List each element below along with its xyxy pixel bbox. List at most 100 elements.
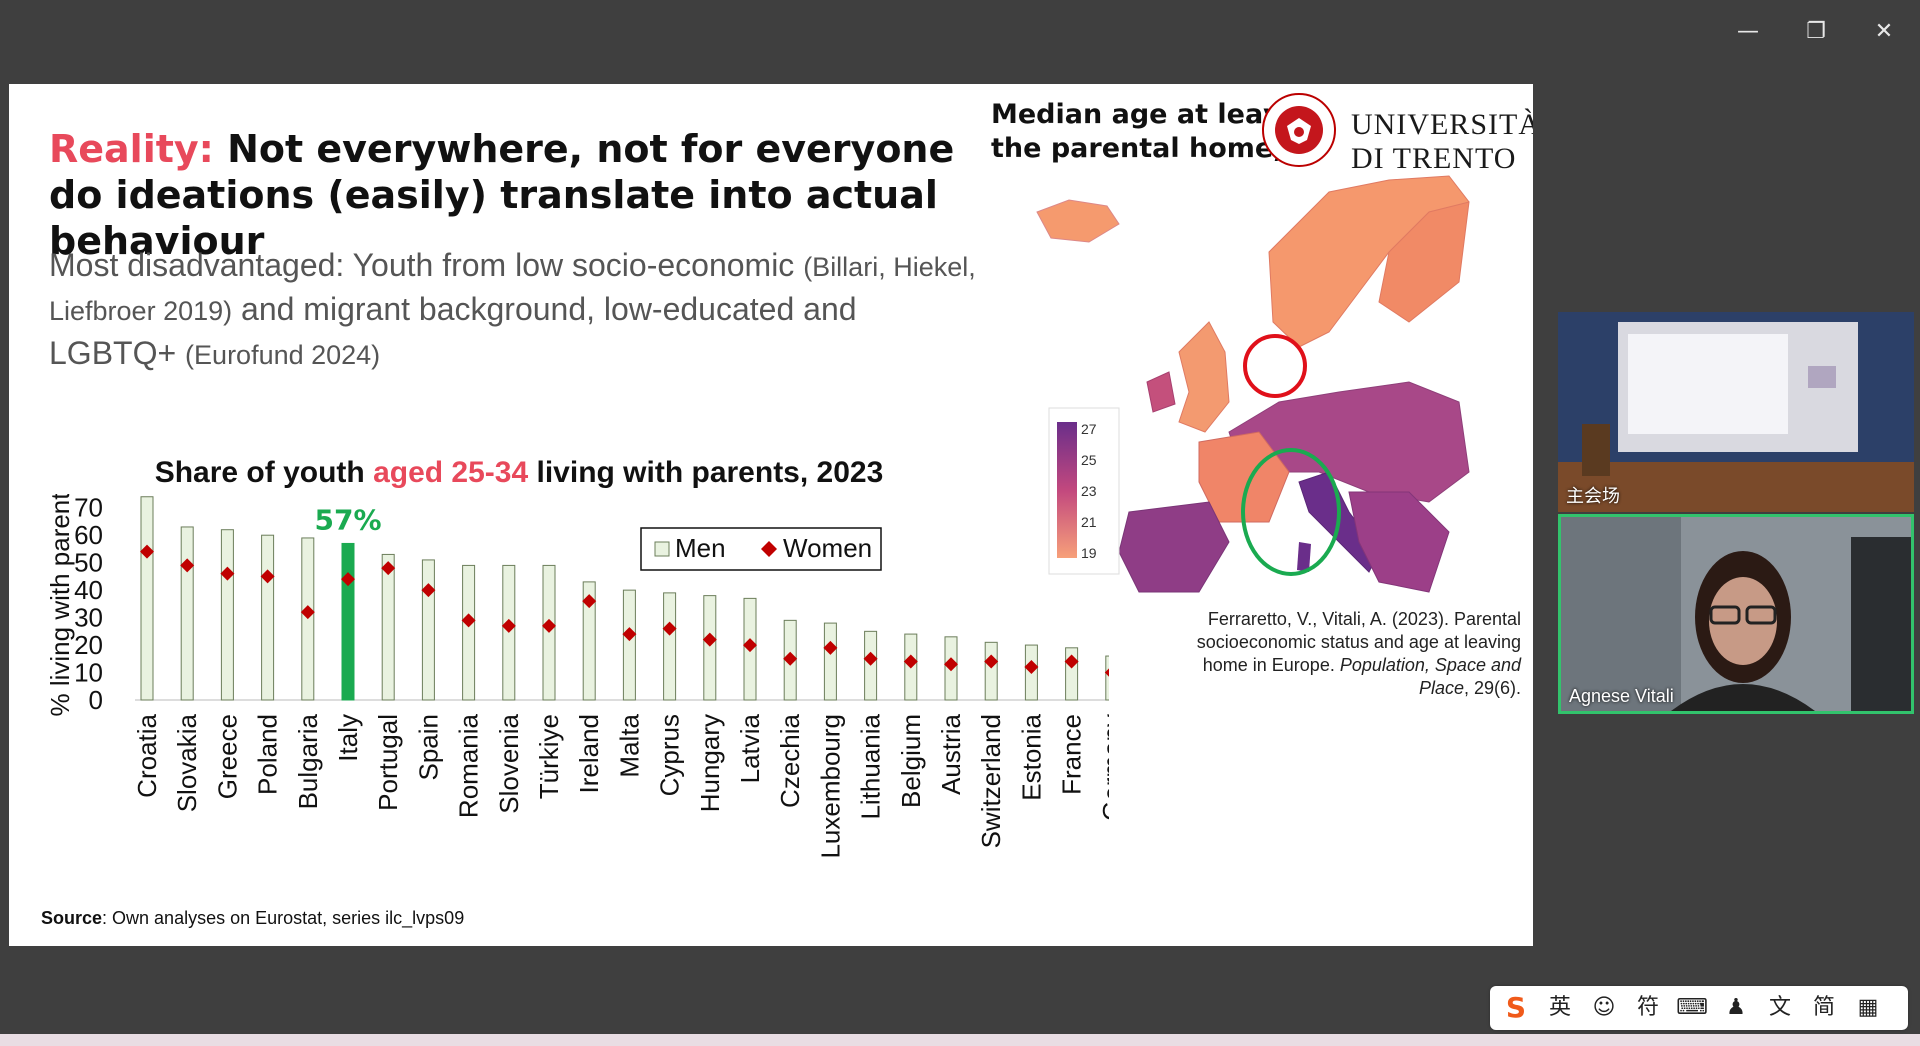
- chart-title-part: Share of youth: [154, 456, 374, 489]
- annotation-label: 57%: [314, 503, 381, 536]
- marker-women-luxembourg: [823, 640, 838, 655]
- map-legend-tick: 23: [1081, 483, 1097, 499]
- taskbar-strip: [0, 1034, 1920, 1046]
- map-title: Median age at leav the parental home,: [991, 98, 1284, 166]
- bar-men-greece: [220, 529, 234, 701]
- venue-video-feed: [1558, 312, 1914, 512]
- legend-swatch-men: [654, 541, 670, 557]
- marker-women-belgium: [903, 654, 918, 669]
- chart-title-highlight: aged 25-34: [373, 456, 529, 489]
- video-panel-main-venue[interactable]: 主会场: [1558, 312, 1914, 512]
- logo-line: UNIVERSITÀ: [1351, 108, 1533, 141]
- bar-men-germany: [1105, 655, 1109, 701]
- marker-women-czechia: [783, 651, 798, 666]
- y-tick-label: 30: [74, 603, 103, 633]
- x-tick-label: Portugal: [373, 714, 403, 811]
- marker-women-slovakia: [180, 558, 195, 573]
- y-tick-label: 60: [74, 520, 103, 550]
- marker-women-estonia: [1024, 660, 1039, 675]
- close-button[interactable]: ✕: [1874, 19, 1894, 44]
- marker-women-spain: [421, 583, 436, 598]
- video-label: Agnese Vitali: [1569, 686, 1674, 706]
- bar-men-hungary: [703, 595, 717, 701]
- marker-women-france: [1064, 654, 1079, 669]
- subtitle-citation: (Eurofund 2024): [185, 340, 381, 370]
- simplified-chinese-icon[interactable]: 简: [1812, 995, 1835, 1020]
- chart-title: Share of youth aged 25-34 living with pa…: [29, 456, 1009, 490]
- map-title-line: the parental home,: [991, 133, 1284, 164]
- translate-icon[interactable]: 文: [1768, 995, 1791, 1020]
- x-tick-label: Ireland: [574, 714, 604, 794]
- restore-button[interactable]: ❐: [1806, 19, 1826, 44]
- marker-women-romania: [461, 613, 476, 628]
- bar-men-romania: [462, 564, 476, 701]
- x-tick-label: Czechia: [775, 713, 805, 807]
- bar-men-cyprus: [663, 592, 677, 701]
- source-text: : Own analyses on Eurostat, series ilc_l…: [102, 908, 465, 928]
- x-tick-label: Lithuania: [856, 713, 886, 819]
- marker-women-poland: [260, 569, 275, 584]
- citation-journal: Population, Space and Place: [1339, 655, 1521, 698]
- bar-men-malta: [622, 589, 636, 701]
- marker-women-latvia: [743, 638, 757, 653]
- x-tick-label: Romania: [454, 713, 484, 818]
- y-tick-label: 20: [74, 630, 103, 660]
- bar-men-spain: [421, 559, 435, 701]
- skin-icon[interactable]: ♟: [1726, 995, 1746, 1020]
- logo-line: DI TRENTO: [1351, 142, 1517, 175]
- minimize-button[interactable]: —: [1737, 19, 1759, 44]
- source-note: Source: Own analyses on Eurostat, series…: [41, 908, 464, 929]
- chart-title-part: living with parents, 2023: [528, 456, 884, 489]
- map-legend-tick: 25: [1081, 452, 1097, 468]
- video-panel-speaker[interactable]: Agnese Vitali: [1558, 514, 1914, 714]
- map-title-line: Median age at leav: [991, 99, 1281, 130]
- bar-men-portugal: [381, 553, 395, 701]
- bar-men-croatia: [140, 496, 154, 701]
- map-legend-tick: 27: [1081, 421, 1097, 437]
- symbols-icon[interactable]: 符: [1636, 995, 1659, 1020]
- ime-toolbar: S 英 ☺ 符 ⌨ ♟ 文 简 ▦: [1490, 986, 1908, 1030]
- bar-men-ireland: [582, 581, 596, 701]
- citation-volume: , 29(6).: [1463, 678, 1521, 698]
- x-tick-label: Germany: [1097, 714, 1109, 821]
- x-tick-label: Türkiye: [534, 714, 564, 799]
- marker-women-greece: [220, 566, 235, 581]
- menu-grid-icon[interactable]: ▦: [1857, 995, 1879, 1020]
- legend-label-men: Men: [675, 533, 726, 563]
- sogou-logo-icon[interactable]: S: [1505, 991, 1527, 1024]
- legend-swatch-women: [761, 541, 777, 557]
- x-tick-label: Slovakia: [172, 713, 202, 812]
- marker-women-austria: [944, 657, 958, 672]
- slide-title: Reality: Not everywhere, not for everyon…: [49, 126, 989, 264]
- x-tick-label: Luxembourg: [815, 714, 845, 859]
- bar-men-luxembourg: [823, 622, 837, 701]
- marker-women-italy: [341, 572, 355, 587]
- marker-women-ireland: [582, 594, 597, 609]
- marker-women-hungary: [702, 632, 717, 647]
- keyboard-icon[interactable]: ⌨: [1676, 995, 1708, 1020]
- x-tick-label: Latvia: [735, 713, 765, 783]
- x-tick-label: Greece: [212, 714, 242, 799]
- x-tick-label: Estonia: [1016, 713, 1046, 800]
- emoji-icon[interactable]: ☺: [1592, 995, 1616, 1020]
- marker-women-portugal: [381, 561, 396, 576]
- slide-title-highlight: Reality:: [49, 127, 214, 171]
- x-tick-label: Slovenia: [494, 713, 524, 813]
- citation-text: Ferraretto, V., Vitali, A. (2023). Paren…: [1196, 609, 1521, 675]
- marker-women-cyprus: [662, 621, 677, 636]
- language-toggle-icon[interactable]: 英: [1548, 995, 1571, 1020]
- speaker-video-feed: [1561, 517, 1911, 711]
- bar-men-slovakia: [180, 526, 194, 701]
- marker-women-germany: [1104, 668, 1109, 677]
- marker-women-slovenia: [501, 618, 516, 633]
- marker-women-malta: [622, 627, 637, 642]
- x-tick-label: Bulgaria: [293, 713, 323, 809]
- subtitle-part: Most disadvantaged: Youth from low socio…: [49, 247, 804, 283]
- y-tick-label: 40: [74, 575, 103, 605]
- europe-map: 27 25 23 21 19: [1029, 172, 1519, 604]
- y-axis-label: % living with parents: [45, 494, 75, 717]
- x-tick-label: Austria: [936, 713, 966, 794]
- bar-men-switzerland: [984, 641, 998, 701]
- x-tick-label: Switzerland: [976, 714, 1006, 848]
